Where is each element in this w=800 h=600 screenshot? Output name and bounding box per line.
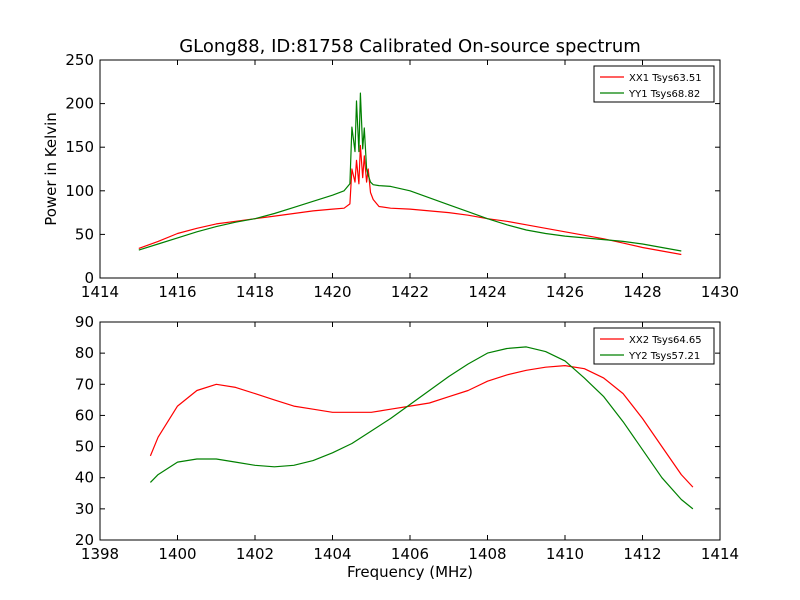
- x-tick-label: 1422: [391, 283, 429, 301]
- x-tick-label: 1408: [468, 545, 506, 563]
- x-tick-label: 1414: [81, 283, 119, 301]
- x-tick-label: 1412: [623, 545, 661, 563]
- x-tick-label: 1418: [236, 283, 274, 301]
- y-tick-label: 200: [65, 95, 94, 113]
- x-tick-label: 1410: [546, 545, 584, 563]
- y-axis-label: Power in Kelvin: [42, 112, 60, 226]
- x-tick-label: 1404: [313, 545, 351, 563]
- y-tick-label: 60: [75, 406, 94, 424]
- x-tick-label: 1406: [391, 545, 429, 563]
- x-tick-label: 1428: [623, 283, 661, 301]
- y-tick-label: 20: [75, 531, 94, 549]
- x-tick-label: 1402: [236, 545, 274, 563]
- y-tick-label: 90: [75, 313, 94, 331]
- y-tick-label: 150: [65, 138, 94, 156]
- x-tick-label: 1426: [546, 283, 584, 301]
- x-tick-label: 1430: [701, 283, 739, 301]
- series-line-1: [138, 144, 682, 256]
- x-tick-label: 1398: [81, 545, 119, 563]
- legend-label: XX1 Tsys63.51: [629, 73, 702, 84]
- y-tick-label: 0: [84, 269, 94, 287]
- series-line-2: [149, 346, 694, 510]
- legend-label: XX2 Tsys64.65: [629, 335, 702, 346]
- y-tick-label: 250: [65, 51, 94, 69]
- legend-label: YY1 Tsys68.82: [628, 89, 700, 100]
- legend-box: [593, 65, 715, 103]
- top-plot-panel: 1414 1416 1418 1420 1422 1424 1426 1428 1430 0 50 1…: [42, 36, 739, 301]
- chart-title: GLong88, ID:81758 Calibrated On-source s…: [179, 36, 641, 57]
- y-tick-label: 80: [75, 344, 94, 362]
- x-tick-label: 1424: [468, 283, 506, 301]
- legend: XX2 Tsys64.65 YY2 Tsys57.21: [593, 327, 715, 365]
- y-tick-label: 50: [75, 225, 94, 243]
- series-line-1: [149, 365, 694, 488]
- y-tick-label: 70: [75, 375, 94, 393]
- y-tick-label: 30: [75, 500, 94, 518]
- y-tick-label: 40: [75, 469, 94, 487]
- series-line-2: [138, 92, 682, 252]
- y-tick-label: 100: [65, 182, 94, 200]
- legend-box: [593, 327, 715, 365]
- y-tick-label: 50: [75, 438, 94, 456]
- x-tick-label: 1416: [158, 283, 196, 301]
- x-axis-label: Frequency (MHz): [347, 563, 473, 581]
- x-tick-label: 1400: [158, 545, 196, 563]
- legend-label: YY2 Tsys57.21: [628, 351, 700, 362]
- legend: XX1 Tsys63.51 YY1 Tsys68.82: [593, 65, 715, 103]
- x-tick-label: 1420: [313, 283, 351, 301]
- x-tick-label: 1414: [701, 545, 739, 563]
- bottom-plot-panel: 1398 1400 1402 1404 1406 1408 1410 1412 1414 20 30…: [75, 313, 739, 581]
